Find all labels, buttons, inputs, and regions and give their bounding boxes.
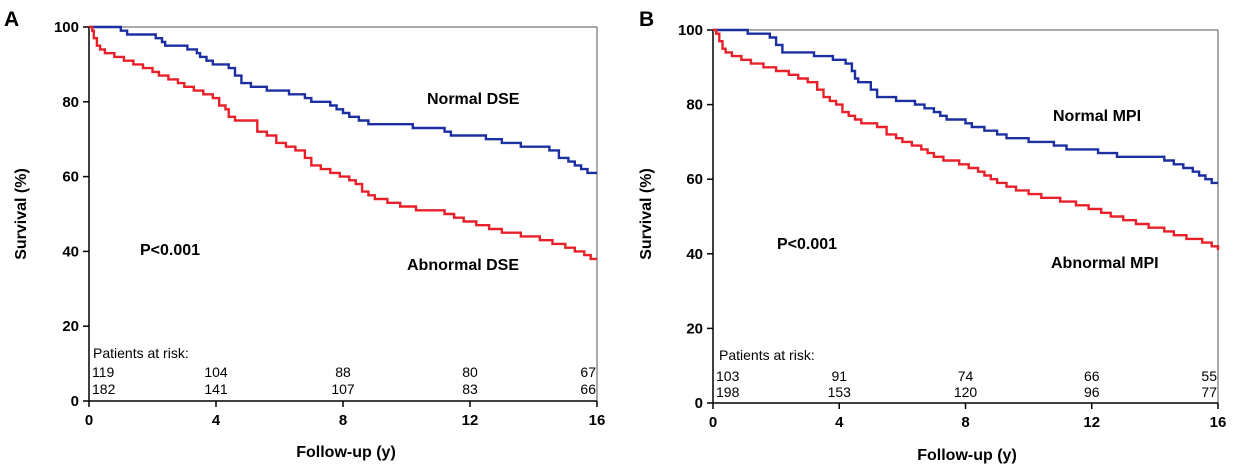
- y-tick-label: 60: [686, 171, 703, 188]
- y-tick-label: 40: [686, 246, 703, 263]
- panel-letter: A: [4, 8, 19, 31]
- x-tick-label: 16: [589, 412, 606, 429]
- risk-count-normal: 104: [204, 364, 228, 380]
- risk-count-normal: 103: [716, 368, 740, 384]
- risk-count-abnormal: 66: [580, 381, 596, 397]
- panel-a: A Survival (%) Follow-up (y) Normal DSE …: [4, 8, 606, 461]
- y-tick-label: 0: [71, 393, 79, 410]
- x-axis-title: Follow-up (y): [917, 447, 1017, 464]
- y-tick-label: 80: [62, 94, 79, 111]
- curve-label-normal: Normal MPI: [1053, 108, 1141, 125]
- y-tick-label: 40: [62, 243, 79, 260]
- risk-count-normal: 119: [92, 364, 115, 380]
- x-tick-label: 16: [1210, 414, 1227, 431]
- survival-curve-abnormal: [713, 28, 1220, 251]
- survival-curve-normal: [89, 25, 597, 175]
- y-tick-label: 20: [62, 318, 79, 335]
- x-tick-label: 4: [212, 412, 221, 429]
- p-value: P<0.001: [140, 242, 200, 259]
- risk-count-abnormal: 182: [92, 381, 116, 397]
- risk-table-title: Patients at risk:: [719, 347, 815, 363]
- curve-label-abnormal: Abnormal DSE: [407, 257, 519, 274]
- panel-letter: B: [639, 8, 654, 31]
- risk-count-abnormal: 77: [1201, 384, 1217, 400]
- risk-count-abnormal: 83: [462, 381, 478, 397]
- risk-count-normal: 67: [580, 364, 596, 380]
- risk-count-normal: 55: [1201, 368, 1217, 384]
- risk-count-abnormal: 141: [204, 381, 228, 397]
- km-chart-a: A Survival (%) Follow-up (y) Normal DSE …: [4, 8, 606, 461]
- y-axis-title: Survival (%): [638, 168, 655, 260]
- x-tick-label: 12: [462, 412, 479, 429]
- y-tick-label: 60: [62, 169, 79, 186]
- risk-count-abnormal: 96: [1084, 384, 1100, 400]
- risk-count-abnormal: 107: [331, 381, 355, 397]
- x-tick-label: 8: [339, 412, 347, 429]
- km-chart-b: B Survival (%) Follow-up (y) Normal MPI …: [638, 8, 1227, 464]
- curve-label-normal: Normal DSE: [427, 91, 520, 108]
- risk-count-normal: 88: [335, 364, 351, 380]
- x-tick-label: 0: [709, 414, 717, 431]
- survival-curve-abnormal: [89, 25, 597, 261]
- x-tick-label: 4: [835, 414, 844, 431]
- risk-count-normal: 66: [1084, 368, 1100, 384]
- y-tick-label: 100: [678, 22, 703, 39]
- y-tick-label: 80: [686, 97, 703, 114]
- y-tick-label: 20: [686, 320, 703, 337]
- panel-b: B Survival (%) Follow-up (y) Normal MPI …: [621, 0, 1242, 469]
- y-axis-title: Survival (%): [13, 168, 30, 260]
- y-tick-label: 0: [695, 395, 703, 412]
- p-value: P<0.001: [777, 236, 837, 253]
- curve-label-abnormal: Abnormal MPI: [1051, 255, 1159, 272]
- x-tick-label: 0: [85, 412, 93, 429]
- risk-count-normal: 91: [831, 368, 847, 384]
- y-tick-label: 100: [54, 19, 79, 36]
- risk-count-abnormal: 120: [954, 384, 978, 400]
- risk-count-normal: 74: [958, 368, 974, 384]
- risk-count-abnormal: 198: [716, 384, 740, 400]
- x-axis-title: Follow-up (y): [296, 444, 396, 461]
- x-tick-label: 8: [961, 414, 969, 431]
- risk-table-title: Patients at risk:: [93, 345, 189, 361]
- survival-curve-normal: [713, 28, 1218, 185]
- risk-count-abnormal: 153: [828, 384, 852, 400]
- x-tick-label: 12: [1083, 414, 1100, 431]
- risk-count-normal: 80: [462, 364, 478, 380]
